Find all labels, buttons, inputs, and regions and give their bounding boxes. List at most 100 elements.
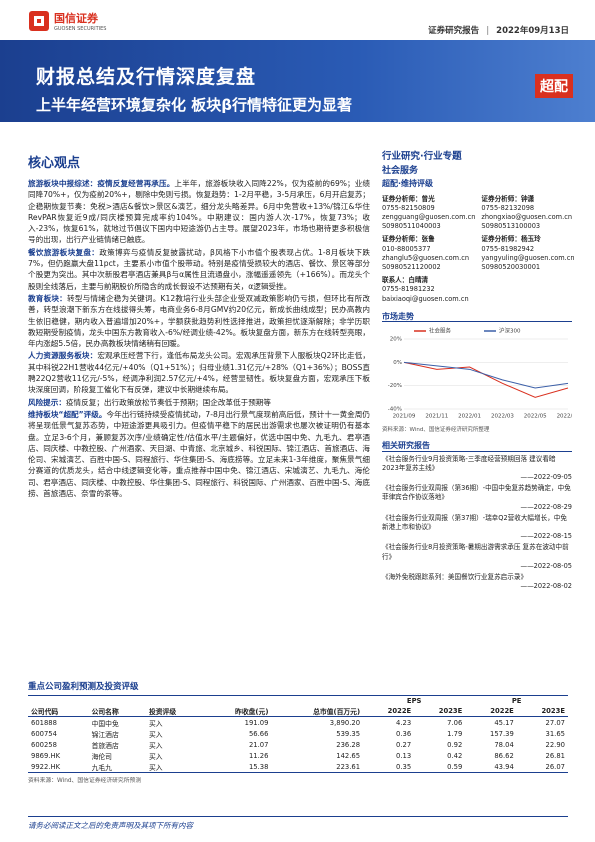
analyst: 证券分析师：杨玉玲 0755-81982942 yangyuling@guosen.… — [481, 235, 574, 272]
table-cell: 142.65 — [336, 751, 361, 760]
table-cell: 海伦司 — [91, 752, 112, 761]
sidebar: 行业研究·行业专题 社会服务 超配·维持评级 证券分析师：曾光 0755-8215… — [382, 151, 580, 594]
banner — [0, 40, 595, 122]
paragraph-text: 疫情反复；出行政策放松节奏低于预期；国企改革低于预期等 — [65, 397, 271, 407]
table-cell: 0.27 — [396, 740, 412, 749]
analyst: 证券分析师：张鲁 010-88005377 zhanglu5@guosen.com.… — [382, 235, 475, 272]
header-blank — [28, 695, 364, 705]
related-title: 《社会服务行业8月投资策略-暑期出游需求承压 复苏在波动中前行》 — [382, 543, 569, 561]
table-cell: 买入 — [148, 719, 163, 728]
group-header: PE — [465, 695, 568, 705]
related-date: ——2022-09-05 — [520, 473, 572, 482]
table-cell: 9922.HK — [28, 761, 89, 773]
paragraph-lead: 维持板块“超配”评级。 — [28, 409, 107, 419]
table-cell: 191.09 — [244, 718, 269, 727]
related-item: 《社会服务行业9月投资策略-三季度经营预期回落 建议看暗2023年复苏主线》 ——… — [382, 455, 572, 483]
analyst-phone: 0755-82132098 — [481, 203, 535, 212]
table-cell: 买入 — [148, 730, 163, 739]
table-body: 601888 中国中免 买入 191.09 3,890.20 4.23 7.06 45.17 2… — [28, 717, 568, 773]
paragraph: 旅游板块中报综述：疫情反复经营再承压。上半年，旅游板块收入同降22%，仅为疫前的… — [28, 178, 370, 246]
table-cell: 9869.HK — [31, 751, 61, 760]
y-tick-label: 0% — [393, 360, 402, 366]
column-header: 2022E — [363, 705, 415, 717]
market-chart: -40% -20% 0% 20% 2021/09 2021/11 2022/01 2022/0… — [388, 327, 580, 420]
table-cell: 56.66 — [248, 729, 269, 738]
table-cell: 157.39 — [490, 729, 514, 738]
column-row: 公司代码 公司名称 投资评级 昨收盘(元) 总市值(百万元) 2022E 2023E 2022… — [28, 705, 568, 717]
analyst-email: zhongxiao@guosen.com.cn — [481, 213, 572, 222]
analyst-email: baixiaoqi@guosen.com.cn — [382, 294, 469, 303]
column-header: 2023E — [516, 705, 568, 717]
table-cell: 27.07 — [545, 718, 565, 727]
analyst-license: S0980511040003 — [382, 222, 441, 231]
table-cell: 43.94 — [465, 761, 517, 773]
column-header: 2023E — [414, 705, 466, 717]
table-cell: 31.65 — [545, 729, 565, 738]
analyst-role: 证券分析师：张鲁 — [382, 235, 435, 244]
analyst-role: 证券分析师：钟潇 — [481, 194, 535, 203]
paragraph-lead: 餐饮旅游板块复盘： — [28, 247, 100, 257]
related-title: 《社会服务行业双周报（第36期）-中国中免复苏趋势确定，中免菲律宾合作协议落地》 — [382, 484, 571, 502]
table-cell: 22.90 — [545, 740, 565, 749]
related-date: ——2022-08-02 — [520, 582, 572, 591]
paragraph: 人力资源服务板块：宏观承压经营下行，逢低布局龙头公司。宏观承压背景下人服板块Q2… — [28, 350, 370, 395]
related-date: ——2022-08-29 — [520, 502, 572, 511]
y-tick-label: -20% — [388, 383, 402, 389]
table-cell: 首旅酒店 — [91, 741, 119, 750]
chart-source: 资料来源：Wind、国信证券经济研究所整理 — [382, 427, 490, 434]
chart-heading: 市场走势 — [382, 312, 572, 323]
table-row: 600754 锦江酒店 买入 56.66 539.35 0.36 1.79 157.39 31.… — [28, 728, 568, 739]
table-cell: 26.07 — [516, 761, 568, 773]
table-cell: 600754 — [31, 729, 57, 738]
paragraph-lead: 人力资源服务板块： — [28, 351, 98, 361]
y-tick-label: 20% — [390, 337, 402, 343]
related-heading: 相关研究报告 — [382, 441, 572, 452]
table-cell: 236.28 — [336, 740, 361, 749]
table-cell: 539.35 — [336, 729, 361, 738]
table-cell: 0.42 — [447, 751, 463, 760]
paragraph-lead: 旅游板块中报综述：疫情反复经营再承压。 — [28, 179, 175, 188]
series-line — [403, 361, 569, 389]
table-cell: 78.04 — [494, 740, 514, 749]
related-list: 《社会服务行业9月投资策略-三季度经营预期回落 建议看暗2023年复苏主线》 ——… — [382, 455, 572, 592]
analyst-license: S0980513100003 — [481, 222, 541, 231]
related-title: 《海外免税跟踪系列：美国餐饮行业复苏启示录》 — [382, 573, 528, 582]
x-tick-label: 2021/11 — [425, 414, 448, 420]
logo-icon — [29, 11, 49, 31]
paragraph: 教育板块：转型与情绪企稳为关键词。K12教培行业头部企业受双减政策影响仍亏损，但… — [28, 293, 370, 349]
analyst-email: zengguang@guosen.com.cn — [382, 213, 476, 222]
legend-label: 社会服务 — [429, 327, 452, 335]
table-cell: 86.62 — [494, 751, 514, 760]
table-cell: 九毛九 — [88, 761, 146, 773]
title: 财报总结及行情深度复盘 — [36, 66, 257, 88]
table-source: 资料来源：Wind、国信证券经济研究所预测 — [28, 778, 142, 784]
x-tick-label: 2022/03 — [491, 414, 514, 420]
analyst-phone: 0755-82150809 — [382, 203, 435, 212]
report-type: 证券研究报告 — [428, 26, 480, 36]
table-cell: 锦江酒店 — [91, 730, 119, 739]
table-cell: 223.61 — [271, 761, 364, 773]
group-header: EPS — [363, 695, 466, 705]
logo: 国信证券 GUOSEN SECURITIES — [28, 10, 106, 32]
table-cell: 1.79 — [447, 729, 463, 738]
analyst-license: S0980521120002 — [382, 263, 441, 272]
table-cell: 7.06 — [447, 718, 463, 727]
core-heading: 核心观点 — [28, 156, 81, 171]
table-row: 9922.HK 九毛九 买入 15.38 223.61 0.35 0.59 43.94 26.0… — [28, 761, 568, 773]
table-cell: 26.81 — [545, 751, 565, 760]
rating-badge: 超配 — [535, 74, 573, 98]
x-tick-label: 2021/09 — [393, 414, 416, 420]
table-cell: 45.17 — [494, 718, 514, 727]
related-title: 《社会服务行业9月投资策略-三季度经营预期回落 建议看暗2023年复苏主线》 — [382, 454, 556, 472]
table-cell: 600258 — [31, 740, 57, 749]
table-cell: 买入 — [145, 761, 204, 773]
category: 行业研究·行业专题 — [382, 151, 462, 162]
table-row: 601888 中国中免 买入 191.09 3,890.20 4.23 7.06 45.17 2… — [28, 717, 568, 729]
paragraph-lead: 教育板块： — [28, 293, 67, 303]
related-item: 《社会服务行业双周报（第37期）-瑞幸Q2营收大幅增长，中免新港上市和协议》 ——… — [382, 514, 572, 542]
column-header: 2022E — [465, 705, 517, 717]
table-row: 600258 首旅酒店 买入 21.07 236.28 0.27 0.92 78.04 22.9… — [28, 739, 568, 750]
subtitle: 上半年经营环境复杂化 板块β行情特征更为显著 — [36, 96, 352, 114]
analyst: 联系人：白晴清 0755-81981232 baixiaoqi@guosen.com… — [382, 276, 475, 304]
